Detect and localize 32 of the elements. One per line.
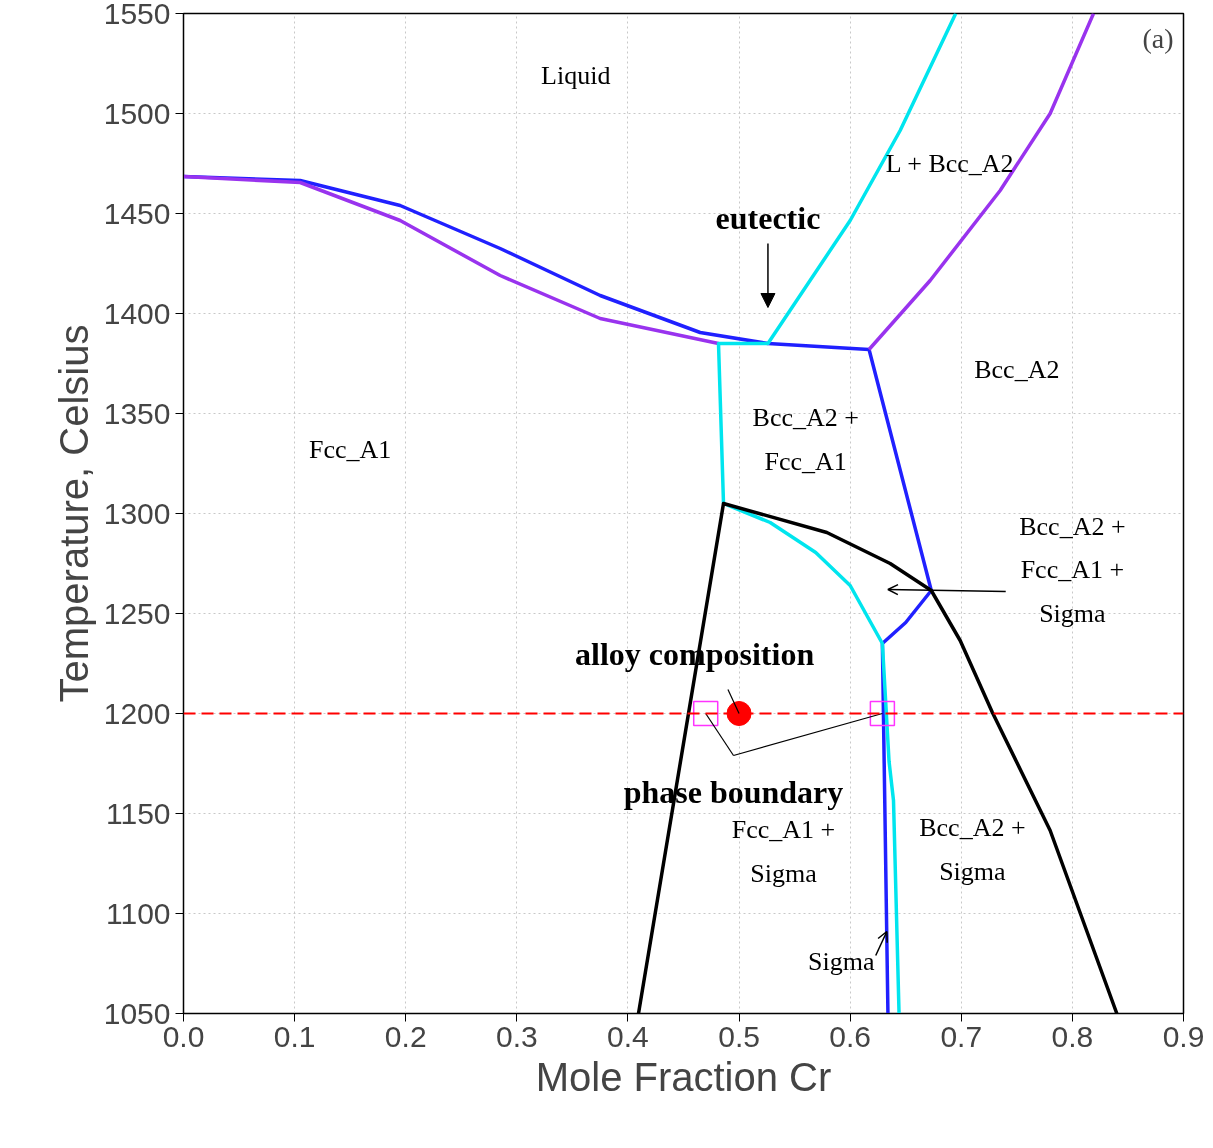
y-tick-label: 1250 bbox=[103, 596, 171, 630]
x-tick-label: 0.2 bbox=[384, 1019, 427, 1053]
y-tick-label: 1350 bbox=[103, 396, 171, 430]
annotation: Liquid bbox=[541, 61, 611, 90]
y-tick-label: 1200 bbox=[103, 696, 171, 730]
x-tick-label: 0.3 bbox=[495, 1019, 538, 1053]
x-tick-label: 0.7 bbox=[940, 1019, 983, 1053]
y-tick-label: 1300 bbox=[103, 496, 171, 530]
y-tick-label: 1500 bbox=[103, 96, 171, 130]
x-tick-label: 0.6 bbox=[829, 1019, 872, 1053]
y-tick-label: 1400 bbox=[103, 296, 171, 330]
x-tick-label: 0.1 bbox=[273, 1019, 316, 1053]
annotation: Bcc_A2 bbox=[974, 355, 1060, 384]
y-tick-label: 1150 bbox=[105, 796, 171, 830]
x-tick-label: 0.4 bbox=[607, 1019, 649, 1053]
annotation: Bcc_A2 + Fcc_A1 + Sigma bbox=[1019, 511, 1126, 628]
y-tick-label: 1100 bbox=[105, 896, 171, 930]
annotation: (a) bbox=[1142, 23, 1174, 54]
y-axis-title: Temperature, Celsius bbox=[51, 324, 96, 703]
annotation: L + Bcc_A2 bbox=[885, 149, 1014, 178]
y-tick-label: 1450 bbox=[103, 196, 171, 230]
annotation: Bcc_A2 + Sigma bbox=[919, 813, 1026, 886]
annotation: Sigma bbox=[808, 947, 875, 976]
x-tick-label: 0.8 bbox=[1051, 1019, 1094, 1053]
annotation: Fcc_A1 bbox=[309, 435, 392, 464]
x-axis-title: Mole Fraction Cr bbox=[535, 1054, 832, 1099]
x-tick-label: 0.9 bbox=[1162, 1019, 1205, 1053]
y-tick-label: 1550 bbox=[103, 0, 171, 30]
annotation: Fcc_A1 + Sigma bbox=[731, 815, 836, 888]
annotation: eutectic bbox=[715, 199, 821, 236]
annotation: Bcc_A2 + Fcc_A1 bbox=[752, 403, 859, 476]
x-tick-label: 0.5 bbox=[718, 1019, 760, 1053]
